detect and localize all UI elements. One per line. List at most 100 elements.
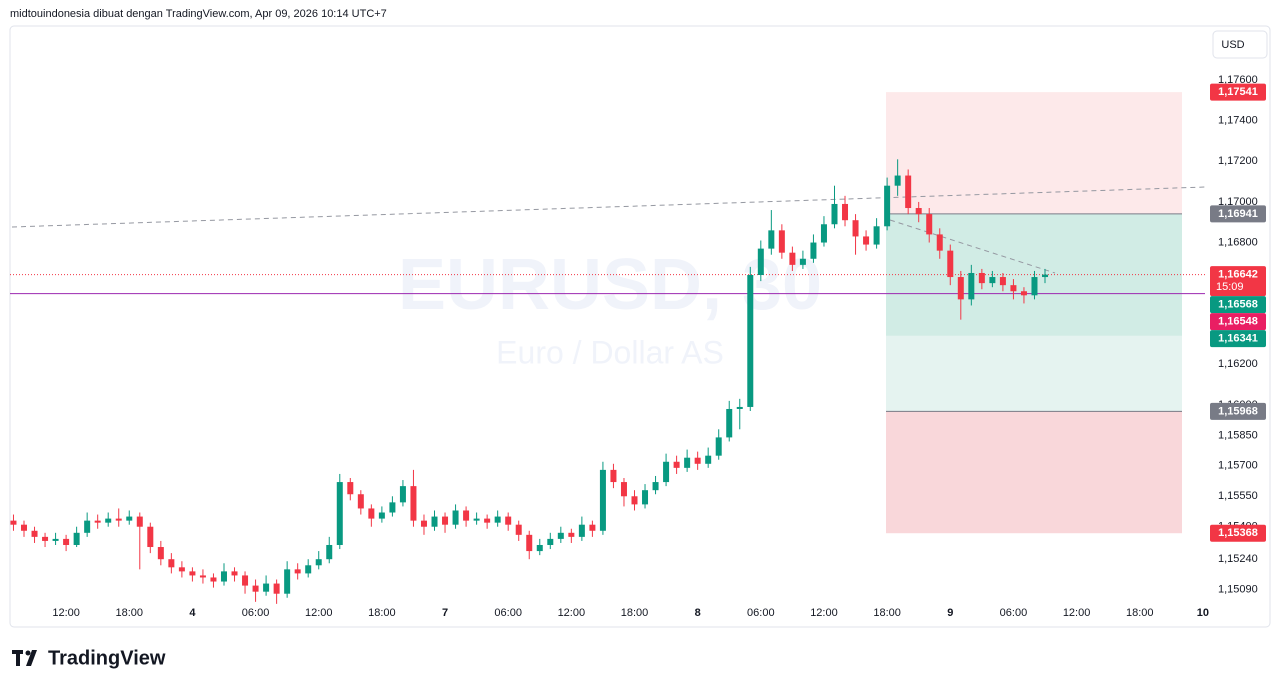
price-label-box [1210, 205, 1266, 223]
y-tick-label: 1,15850 [1218, 429, 1258, 441]
candle-body [957, 277, 964, 300]
candle-body [420, 520, 427, 527]
candle-body [463, 510, 470, 521]
candle-body [568, 532, 575, 537]
candle-body [494, 516, 501, 523]
candle-body [915, 208, 922, 215]
candle-body [642, 490, 649, 505]
candle-body [1020, 291, 1027, 296]
currency-button[interactable] [1212, 30, 1268, 59]
candle-body [989, 277, 996, 284]
candle-body [578, 524, 585, 537]
price-label: 1,15368 [1218, 527, 1258, 539]
x-tick-label: 10 [1197, 607, 1209, 619]
price-label-box [1210, 402, 1266, 420]
y-tick-label: 1,17400 [1218, 115, 1258, 127]
candle-body [326, 544, 333, 560]
candle-body [42, 536, 49, 541]
x-tick-label: 12:00 [1063, 607, 1091, 619]
candle-body [1010, 285, 1017, 292]
candle-body [1042, 274, 1049, 278]
candle-body [484, 518, 491, 523]
candle-body [536, 544, 543, 552]
x-tick-label: 06:00 [494, 607, 522, 619]
candle-body [357, 494, 364, 509]
candle-body [199, 575, 206, 578]
x-tick-label: 18:00 [873, 607, 901, 619]
candle-body [599, 469, 606, 531]
candle-body [178, 567, 185, 572]
candle-body [136, 516, 143, 527]
price-label-box [1210, 296, 1266, 314]
x-tick-label: 9 [947, 607, 953, 619]
x-tick-label: 12:00 [305, 607, 333, 619]
position-tool [10, 92, 1206, 534]
x-tick-label: 06:00 [1000, 607, 1028, 619]
candle-body [294, 569, 301, 574]
price-label: 1,16548 [1218, 316, 1258, 328]
y-tick-label: 1,15090 [1218, 584, 1258, 596]
candle-body [105, 518, 112, 523]
countdown: 15:09 [1216, 281, 1244, 293]
y-tick-label: 1,15550 [1218, 490, 1258, 502]
candle-body [863, 236, 870, 245]
plot [10, 159, 1049, 604]
candle-body [431, 516, 438, 527]
candle-body [515, 524, 522, 535]
watermark-description: Euro / Dollar AS [496, 334, 724, 370]
x-tick-label: 12:00 [810, 607, 838, 619]
candle-body [694, 457, 701, 464]
candle-body [210, 577, 217, 582]
candle-body [347, 482, 354, 495]
x-tick-label: 7 [442, 607, 448, 619]
candle-body [31, 530, 38, 537]
candle-body [589, 524, 596, 531]
candle-body [399, 486, 406, 503]
candle-body [452, 510, 459, 525]
logo-mark [12, 650, 37, 666]
x-tick-label: 4 [189, 607, 196, 619]
candle-body [20, 524, 27, 531]
candle-body [147, 526, 154, 548]
price-label-box [1210, 313, 1266, 331]
candle-body [557, 532, 564, 539]
candle-body [315, 559, 322, 566]
price-label-box [1210, 330, 1266, 348]
x-tick-label: 18:00 [1126, 607, 1154, 619]
candle-body [63, 538, 70, 545]
candle-body [968, 272, 975, 300]
candle-body [715, 437, 722, 456]
candle-body [778, 230, 785, 253]
x-tick-label: 06:00 [747, 607, 775, 619]
candle-body [610, 469, 617, 483]
trend-line [11, 186, 1206, 228]
candle-body [663, 461, 670, 483]
candle-body [947, 250, 954, 278]
price-label-box [1210, 266, 1266, 297]
candle-body [526, 534, 533, 552]
candle-body [884, 185, 891, 227]
logo: TradingView [48, 647, 166, 669]
y-tick-label: 1,17200 [1218, 155, 1258, 167]
candle-body [673, 461, 680, 468]
price-label: 1,16568 [1218, 299, 1258, 311]
candle-body [263, 583, 270, 592]
candle-body [652, 482, 659, 491]
y-tick-label: 1,16200 [1218, 358, 1258, 370]
candle-body [284, 569, 291, 594]
candle-body [378, 512, 385, 519]
candle-body [115, 518, 122, 521]
candle-body [157, 547, 164, 560]
currency: USD [1221, 39, 1244, 51]
candle-body [273, 583, 280, 594]
price-label: 1,16642 [1218, 269, 1258, 281]
candle-body [747, 275, 754, 407]
candle-body [1031, 277, 1038, 296]
candle-body [810, 242, 817, 259]
chart-frame [9, 25, 1271, 628]
header: midtouindonesia dibuat dengan TradingVie… [10, 8, 387, 20]
candle-body [705, 455, 712, 464]
candle-body [220, 571, 227, 582]
x-tick-label: 18:00 [115, 607, 143, 619]
